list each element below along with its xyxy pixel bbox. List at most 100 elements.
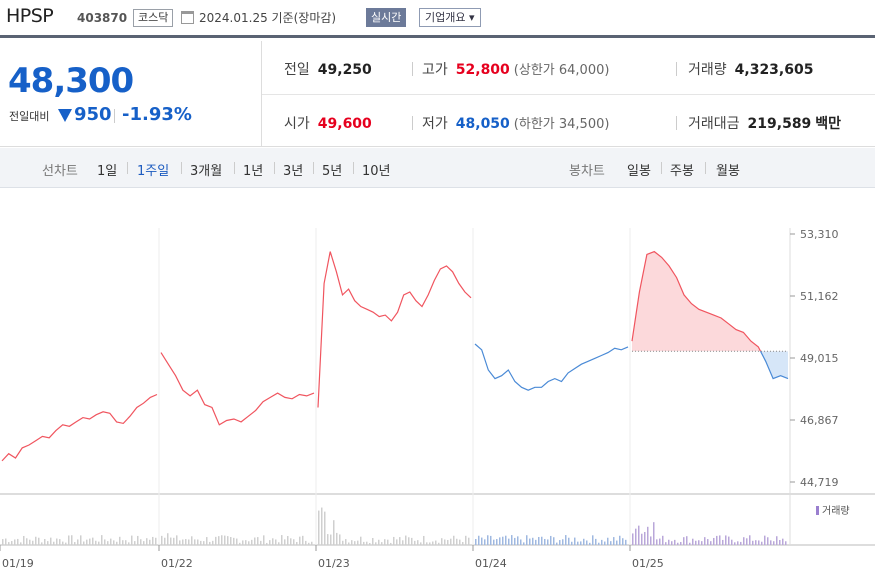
- tab-monthly[interactable]: 월봉: [716, 164, 740, 179]
- volume-bar: [598, 542, 600, 545]
- volume-bar: [420, 542, 422, 545]
- tab-1y[interactable]: 1년: [243, 164, 264, 179]
- tab-3m[interactable]: 3개월: [190, 164, 223, 179]
- volume-bar: [465, 535, 467, 545]
- volume-bar: [324, 511, 326, 545]
- volume-bar: [761, 541, 763, 545]
- volume-bar: [215, 536, 217, 545]
- volume-bar: [475, 539, 477, 545]
- volume-bar: [586, 540, 588, 545]
- stat-label: 거래대금: [688, 116, 740, 132]
- tab-5y[interactable]: 5년: [322, 164, 343, 179]
- volume-bar: [456, 538, 458, 545]
- stock-name: HPSP: [6, 5, 54, 27]
- volume-bar: [336, 532, 338, 545]
- volume-bar: [143, 541, 145, 545]
- volume-bar: [692, 538, 694, 545]
- volume-bar: [402, 540, 404, 545]
- lower-limit: (하한가 34,500): [513, 117, 610, 132]
- volume-bar: [381, 542, 383, 545]
- volume-bar: [716, 535, 718, 545]
- volume-bar: [384, 539, 386, 545]
- divider: [127, 162, 128, 174]
- volume-bar: [514, 537, 516, 545]
- volume-bar: [511, 535, 513, 545]
- volume-bar: [366, 541, 368, 545]
- volume-bar: [275, 539, 277, 545]
- volume-bar: [170, 537, 172, 545]
- volume-bar: [662, 535, 664, 545]
- volume-bar: [251, 539, 253, 545]
- volume-bar: [47, 541, 49, 545]
- volume-bar: [704, 537, 706, 545]
- volume-bar: [44, 539, 46, 545]
- volume-bar: [230, 537, 232, 545]
- volume-bar: [173, 537, 175, 545]
- volume-bar: [541, 536, 543, 545]
- volume-bar: [502, 536, 504, 545]
- volume-bar: [414, 540, 416, 545]
- tab-1d[interactable]: 1일: [97, 164, 118, 179]
- volume-bar: [423, 535, 425, 545]
- volume-bar: [248, 541, 250, 545]
- volume-bar: [641, 533, 643, 545]
- volume-bar: [462, 542, 464, 545]
- volume-bar: [499, 537, 501, 545]
- volume-bar: [387, 539, 389, 545]
- line-chart-label: 선차트: [42, 164, 78, 179]
- volume-bar: [535, 539, 537, 545]
- volume-bar: [710, 541, 712, 545]
- volume-bar: [318, 510, 320, 545]
- volume-bar: [74, 542, 76, 545]
- price-chart[interactable]: 53,310 51,162 49,015 46,867 44,719 01/19 01/22…: [0, 188, 875, 579]
- volume-bar: [339, 534, 341, 545]
- volume-bar: [98, 541, 100, 545]
- y-tick-label: 51,162: [800, 290, 839, 303]
- volume-bar: [674, 539, 676, 545]
- stat-value: 49,250: [317, 62, 372, 78]
- divider: [274, 162, 275, 174]
- volume-bar: [589, 542, 591, 545]
- tab-weekly[interactable]: 주봉: [670, 164, 694, 179]
- volume-bar: [200, 540, 202, 545]
- stat-label: 고가: [422, 62, 448, 78]
- volume-bar: [125, 540, 127, 545]
- stat-label: 시가: [284, 116, 310, 132]
- volume-bar: [680, 541, 682, 545]
- chart-canvas: 53,310 51,162 49,015 46,867 44,719 01/19 01/22…: [0, 228, 875, 570]
- tab-1w[interactable]: 1주일: [137, 164, 170, 179]
- volume-bar: [62, 541, 64, 545]
- volume-bar: [152, 536, 154, 545]
- volume-bar: [686, 536, 688, 545]
- stat-value: 49,600: [317, 116, 372, 132]
- company-info-dropdown[interactable]: 기업개요 ▾: [419, 8, 481, 27]
- volume-bar: [508, 538, 510, 545]
- volume-bar: [221, 535, 223, 545]
- volume-bar: [668, 539, 670, 545]
- volume-bar: [568, 537, 570, 545]
- volume-bar: [110, 538, 112, 545]
- volume-bar: [610, 541, 612, 545]
- volume-bar: [484, 539, 486, 545]
- volume-bar: [302, 535, 304, 545]
- divider: [661, 162, 662, 174]
- volume-bar: [447, 539, 449, 545]
- volume-bar: [659, 538, 661, 545]
- volume-bar: [562, 539, 564, 545]
- calendar-icon: [181, 11, 194, 24]
- quote-stats: 전일 49,250 고가 52,800 (상한가 64,000) 거래량 4,323,6…: [262, 41, 875, 147]
- volume-bar: [131, 535, 133, 545]
- realtime-button[interactable]: 실시간: [366, 8, 407, 27]
- volume-bar: [360, 536, 362, 545]
- volume-bar: [77, 539, 79, 545]
- tab-10y[interactable]: 10년: [362, 164, 391, 179]
- volume-bar: [613, 537, 615, 545]
- volume-bar: [450, 538, 452, 545]
- volume-bar: [432, 541, 434, 545]
- tab-daily[interactable]: 일봉: [627, 164, 651, 179]
- volume-bar: [254, 537, 256, 545]
- volume-bar: [32, 540, 34, 545]
- volume-bar: [372, 538, 374, 545]
- y-tick-label: 46,867: [800, 414, 839, 427]
- tab-3y[interactable]: 3년: [283, 164, 304, 179]
